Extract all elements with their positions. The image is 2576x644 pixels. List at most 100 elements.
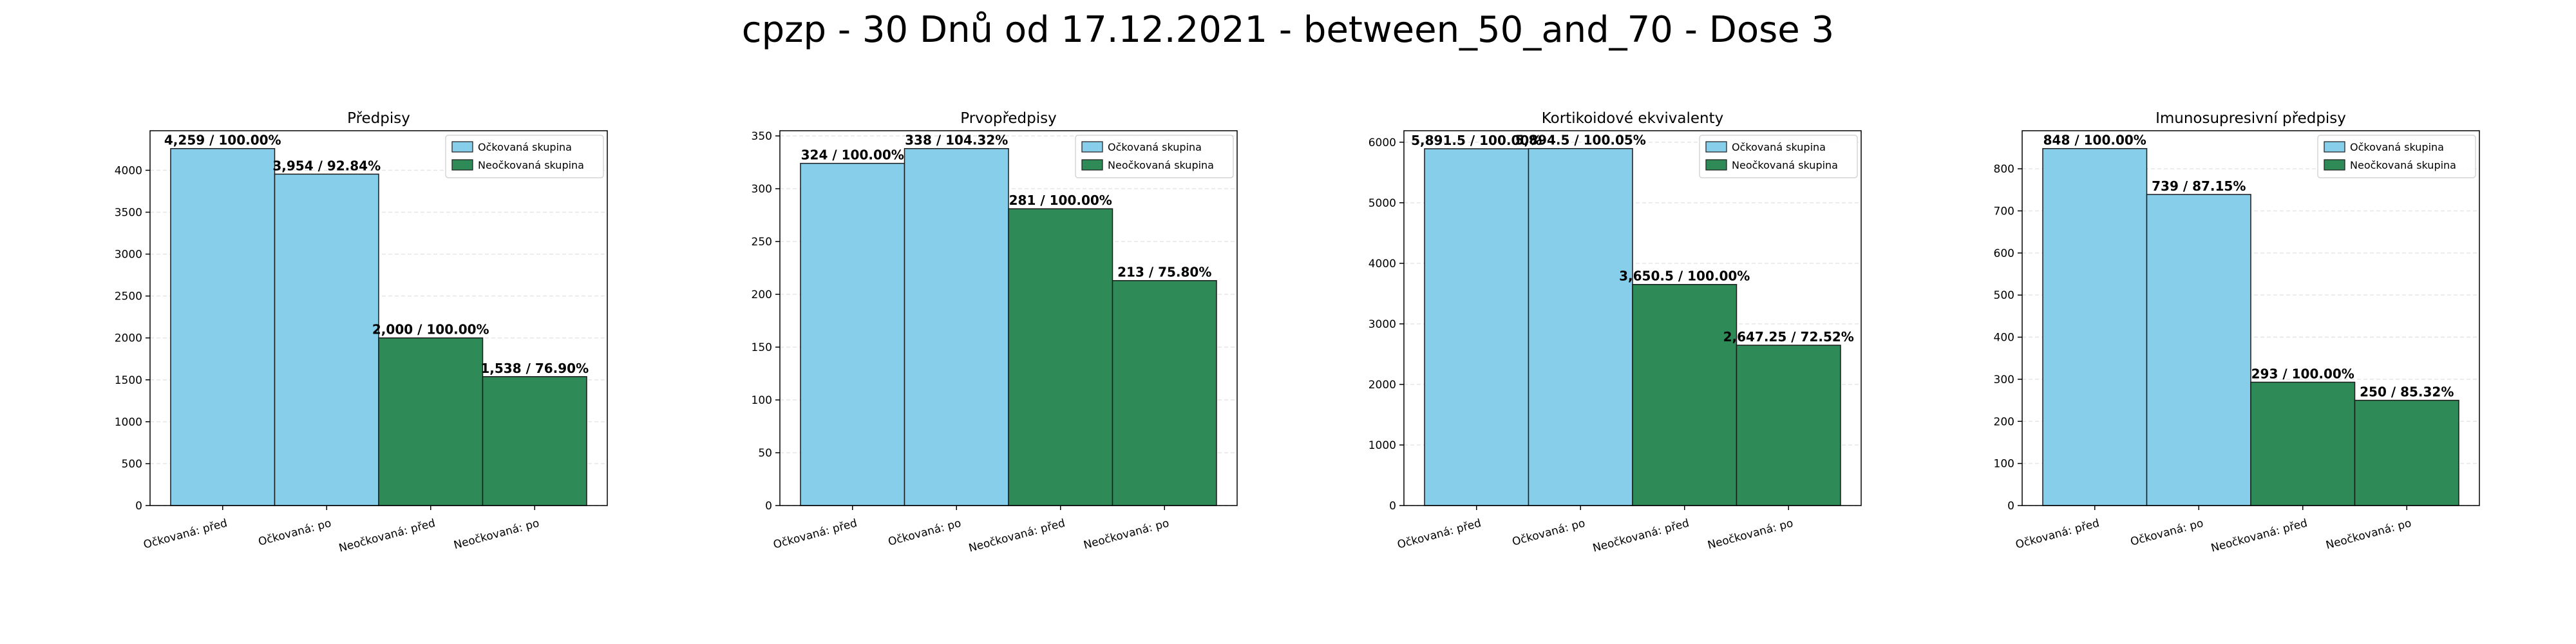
plot-frame	[2022, 130, 2480, 506]
bar	[1632, 283, 1738, 506]
data-label: 213 / 75.80%	[1117, 265, 1211, 280]
bar	[800, 162, 905, 506]
y-tick-label: 0	[135, 500, 142, 513]
data-label: 338 / 104.32%	[905, 133, 1008, 148]
bar	[482, 376, 587, 506]
legend-box	[1699, 135, 1858, 178]
legend-swatch	[1081, 159, 1103, 171]
y-tick-label: 5000	[1368, 197, 1396, 210]
legend-swatch	[2324, 141, 2345, 153]
subplot-title: Předpisy	[347, 110, 410, 127]
data-label: 324 / 100.00%	[801, 147, 904, 163]
x-tick-label: Očkovaná: po	[1511, 517, 1587, 549]
data-label: 1,538 / 76.90%	[480, 361, 589, 376]
legend-label: Očkovaná skupina	[2350, 141, 2444, 153]
x-tick-label: Očkovaná: po	[887, 517, 963, 549]
bar	[1112, 279, 1217, 506]
bar	[904, 147, 1009, 506]
y-tick-label: 1500	[115, 374, 142, 387]
legend-box	[1075, 135, 1234, 178]
bar	[1424, 148, 1530, 506]
y-tick-label: 600	[1994, 247, 2014, 260]
y-tick-label: 500	[1994, 289, 2014, 302]
y-tick-label: 0	[2007, 500, 2014, 513]
bar	[2042, 147, 2148, 506]
y-tick-label: 150	[752, 341, 772, 354]
y-tick-label: 50	[758, 447, 772, 460]
y-tick-label: 0	[1389, 500, 1396, 513]
x-tick-label: Očkovaná: před	[1396, 517, 1482, 552]
legend-swatch	[451, 141, 473, 153]
legend-label: Neočkovaná skupina	[1108, 159, 1214, 171]
y-tick-label: 100	[752, 394, 772, 407]
y-tick-label: 4000	[1368, 258, 1396, 270]
bar	[378, 337, 484, 506]
y-tick-label: 3000	[115, 249, 142, 261]
x-tick-label: Očkovaná: před	[2014, 517, 2101, 552]
data-label: 293 / 100.00%	[2251, 366, 2354, 381]
y-tick-label: 4000	[115, 164, 142, 177]
x-tick-label: Neočkovaná: před	[967, 517, 1066, 555]
data-label: 5,891.5 / 100.00%	[1411, 133, 1542, 148]
data-label: 848 / 100.00%	[2043, 133, 2146, 148]
x-tick-label: Neočkovaná: po	[1082, 517, 1170, 553]
bar	[2250, 381, 2356, 506]
legend-label: Neočkovaná skupina	[478, 159, 584, 171]
y-tick-label: 300	[1994, 374, 2014, 386]
bar	[1008, 208, 1113, 506]
bar	[1736, 345, 1841, 506]
plot-frame	[1403, 130, 1862, 506]
y-tick-label: 2000	[1368, 379, 1396, 392]
y-tick-label: 2000	[115, 332, 142, 345]
x-tick-label: Neočkovaná: po	[2324, 517, 2412, 553]
data-label: 739 / 87.15%	[2152, 178, 2246, 194]
bar	[1528, 147, 1633, 506]
legend-swatch	[1705, 159, 1727, 171]
y-tick-label: 300	[752, 183, 772, 196]
data-label: 4,259 / 100.00%	[164, 133, 281, 148]
y-tick-label: 3500	[115, 206, 142, 219]
figure-title: cpzp - 30 Dnů od 17.12.2021 - between_50…	[741, 9, 1835, 51]
y-tick-label: 200	[1994, 415, 2014, 428]
data-label: 281 / 100.00%	[1009, 193, 1112, 208]
legend-swatch	[1705, 141, 1727, 153]
x-tick-label: Neočkovaná: před	[1591, 517, 1690, 555]
legend-box	[445, 135, 604, 178]
data-label: 5,894.5 / 100.05%	[1515, 133, 1646, 148]
x-tick-label: Očkovaná: před	[142, 517, 229, 552]
legend-label: Neočkovaná skupina	[1732, 159, 1838, 171]
y-tick-label: 2500	[115, 290, 142, 303]
plot-frame	[149, 130, 608, 506]
x-tick-label: Neočkovaná: před	[337, 517, 437, 555]
subplot-title: Imunosupresivní předpisy	[2155, 110, 2346, 127]
y-tick-label: 800	[1994, 163, 2014, 176]
y-tick-label: 350	[752, 130, 772, 143]
legend-box	[2317, 135, 2476, 178]
y-tick-label: 200	[752, 289, 772, 301]
x-tick-label: Očkovaná: po	[2129, 517, 2205, 549]
x-tick-label: Očkovaná: po	[257, 517, 333, 549]
legend-swatch	[1081, 141, 1103, 153]
y-tick-label: 0	[765, 500, 772, 513]
y-tick-label: 700	[1994, 205, 2014, 218]
bar	[2146, 194, 2251, 506]
data-label: 250 / 85.32%	[2360, 384, 2454, 400]
legend-swatch	[2324, 159, 2345, 171]
legend-label: Očkovaná skupina	[478, 141, 572, 153]
data-label: 2,000 / 100.00%	[372, 322, 489, 337]
data-label: 3,650.5 / 100.00%	[1619, 269, 1750, 284]
y-tick-label: 500	[122, 458, 142, 471]
data-label: 2,647.25 / 72.52%	[1723, 329, 1854, 345]
y-tick-label: 3000	[1368, 318, 1396, 331]
y-tick-label: 1000	[115, 416, 142, 429]
legend-label: Očkovaná skupina	[1108, 141, 1202, 153]
subplot-title: Prvopředpisy	[960, 110, 1057, 127]
x-tick-label: Neočkovaná: po	[1706, 517, 1794, 553]
y-tick-label: 100	[1994, 458, 2014, 471]
y-tick-label: 250	[752, 236, 772, 249]
subplot-title: Kortikoidové ekvivalenty	[1542, 110, 1724, 127]
x-tick-label: Očkovaná: před	[772, 517, 858, 552]
x-tick-label: Neočkovaná: před	[2210, 517, 2309, 555]
bar	[170, 147, 276, 506]
